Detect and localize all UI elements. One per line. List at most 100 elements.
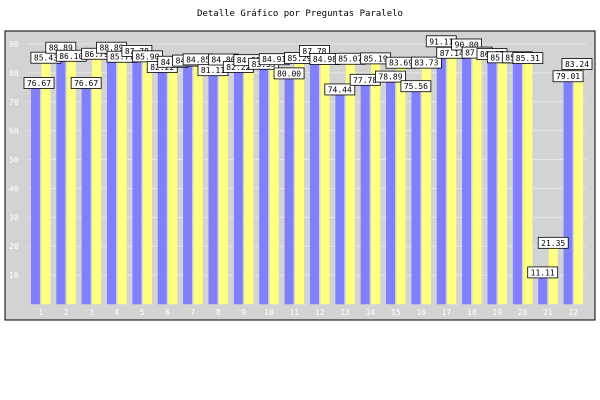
data-label-16-series-2: 83.73 (410, 56, 442, 69)
data-label-text: 88.89 (99, 44, 123, 53)
bar-7-series-1 (183, 59, 193, 305)
x-tick-label: 6 (165, 308, 170, 317)
data-label-21-series-1: 11.11 (527, 266, 559, 279)
bar-22-series-1 (563, 75, 573, 305)
data-label-text: 87.14 (440, 49, 464, 58)
bar-14-series-2 (371, 57, 381, 305)
data-label-text: 79.01 (556, 72, 580, 81)
y-tick-label: 80 (9, 69, 19, 78)
data-label-box (70, 77, 102, 89)
bar-6-series-1 (157, 66, 167, 305)
bar-15-series-1 (386, 75, 396, 305)
x-tick-label: 16 (416, 308, 426, 317)
bar-10-series-1 (259, 63, 269, 305)
data-label-box (400, 80, 432, 93)
bar-5-series-2 (142, 55, 152, 305)
x-tick-label: 11 (289, 308, 299, 317)
x-tick-label: 3 (89, 308, 94, 317)
data-label-text: 87.78 (302, 47, 326, 56)
bar-19-series-1 (487, 53, 497, 305)
data-label-13-series-1: 74.44 (324, 83, 356, 96)
data-label-text: 86.10 (59, 52, 83, 61)
y-tick-label: 50 (9, 156, 19, 165)
data-label-21-series-2: 21.35 (537, 236, 569, 249)
bar-1-series-1 (30, 82, 40, 305)
data-label-15-series-1: 78.89 (375, 70, 406, 83)
data-label-text: 81.11 (201, 66, 225, 75)
x-tick-label: 19 (492, 308, 502, 317)
y-tick-label: 40 (9, 184, 19, 193)
x-tick-label: 20 (518, 308, 528, 317)
data-label-22-series-2: 83.24 (561, 58, 593, 70)
y-tick-label: 30 (9, 213, 19, 222)
data-label-text: 85.31 (516, 54, 540, 63)
data-label-20-series-2: 85.31 (512, 52, 544, 64)
data-label-11-series-1: 80.00 (273, 67, 305, 80)
data-label-box (273, 67, 305, 80)
bar-3-series-2 (92, 53, 102, 305)
bar-9-series-1 (233, 66, 243, 305)
x-tick-label: 9 (241, 308, 246, 317)
x-tick-label: 1 (38, 308, 43, 317)
chart-title: Detalle Gráfico por Preguntas Paralelo (197, 9, 403, 19)
bar-20-series-1 (512, 56, 522, 305)
bar-8-series-2 (218, 58, 228, 305)
data-label-1-series-1: 76.67 (23, 77, 55, 89)
x-tick-label: 21 (543, 308, 553, 317)
data-label-text: 85.77 (110, 53, 134, 62)
bar-17-series-2 (447, 52, 457, 305)
x-tick-label: 8 (216, 308, 221, 317)
data-label-box (552, 70, 584, 83)
data-label-text: 74.44 (328, 85, 352, 94)
bar-7-series-2 (193, 58, 203, 305)
bar-18-series-2 (472, 51, 482, 305)
bar-9-series-2 (244, 59, 254, 305)
data-label-text: 21.35 (541, 239, 565, 248)
bar-2-series-2 (66, 55, 76, 305)
data-label-text: 77.78 (353, 76, 377, 85)
x-tick-label: 12 (315, 308, 325, 317)
data-label-22-series-1: 79.01 (552, 70, 584, 83)
bar-22-series-2 (574, 63, 584, 305)
bar-8-series-1 (208, 69, 218, 305)
data-label-text: 76.67 (74, 79, 98, 88)
x-tick-label: 5 (140, 308, 145, 317)
data-label-text: 86.79 (85, 50, 109, 59)
x-tick-label: 13 (340, 308, 350, 317)
data-label-text: 84.91 (262, 55, 286, 64)
data-label-text: 85.29 (288, 54, 312, 63)
data-label-text: 85.90 (135, 52, 159, 61)
bar-19-series-2 (497, 56, 507, 305)
data-label-text: 78.89 (378, 73, 402, 82)
x-tick-label: 2 (64, 308, 69, 317)
bar-12-series-1 (309, 50, 319, 305)
bar-14-series-1 (360, 79, 370, 305)
x-tick-labels: 1 2 3 4 5 6 7 8 9 10 11 12 13 14 15 16 17 18 19 20 21 22 (38, 308, 578, 317)
x-tick-label: 7 (190, 308, 195, 317)
bar-15-series-2 (396, 61, 406, 305)
y-tick-label: 60 (9, 127, 19, 136)
data-label-text: 83.69 (389, 59, 413, 68)
bar-16-series-1 (411, 85, 421, 305)
bar-17-series-1 (436, 40, 446, 305)
x-tick-label: 18 (467, 308, 477, 317)
data-label-text: 91.11 (429, 37, 453, 46)
bar-11-series-2 (295, 57, 305, 305)
y-tick-labels: 10 20 30 40 50 60 70 80 90 (9, 40, 19, 280)
data-label-box (537, 236, 569, 249)
x-tick-label: 10 (264, 308, 274, 317)
bars (30, 40, 584, 305)
bar-16-series-2 (421, 61, 431, 305)
data-label-box (512, 52, 544, 64)
bar-18-series-1 (462, 43, 472, 305)
data-label-text: 90.00 (455, 41, 479, 50)
data-label-text: 84.80 (211, 56, 235, 65)
y-tick-label: 10 (9, 271, 19, 280)
x-tick-label: 17 (442, 308, 452, 317)
data-label-box (527, 266, 559, 279)
x-tick-label: 4 (114, 308, 119, 317)
data-label-text: 88.89 (49, 44, 73, 53)
data-label-text: 82.22 (226, 63, 250, 72)
data-label-box (23, 77, 55, 89)
